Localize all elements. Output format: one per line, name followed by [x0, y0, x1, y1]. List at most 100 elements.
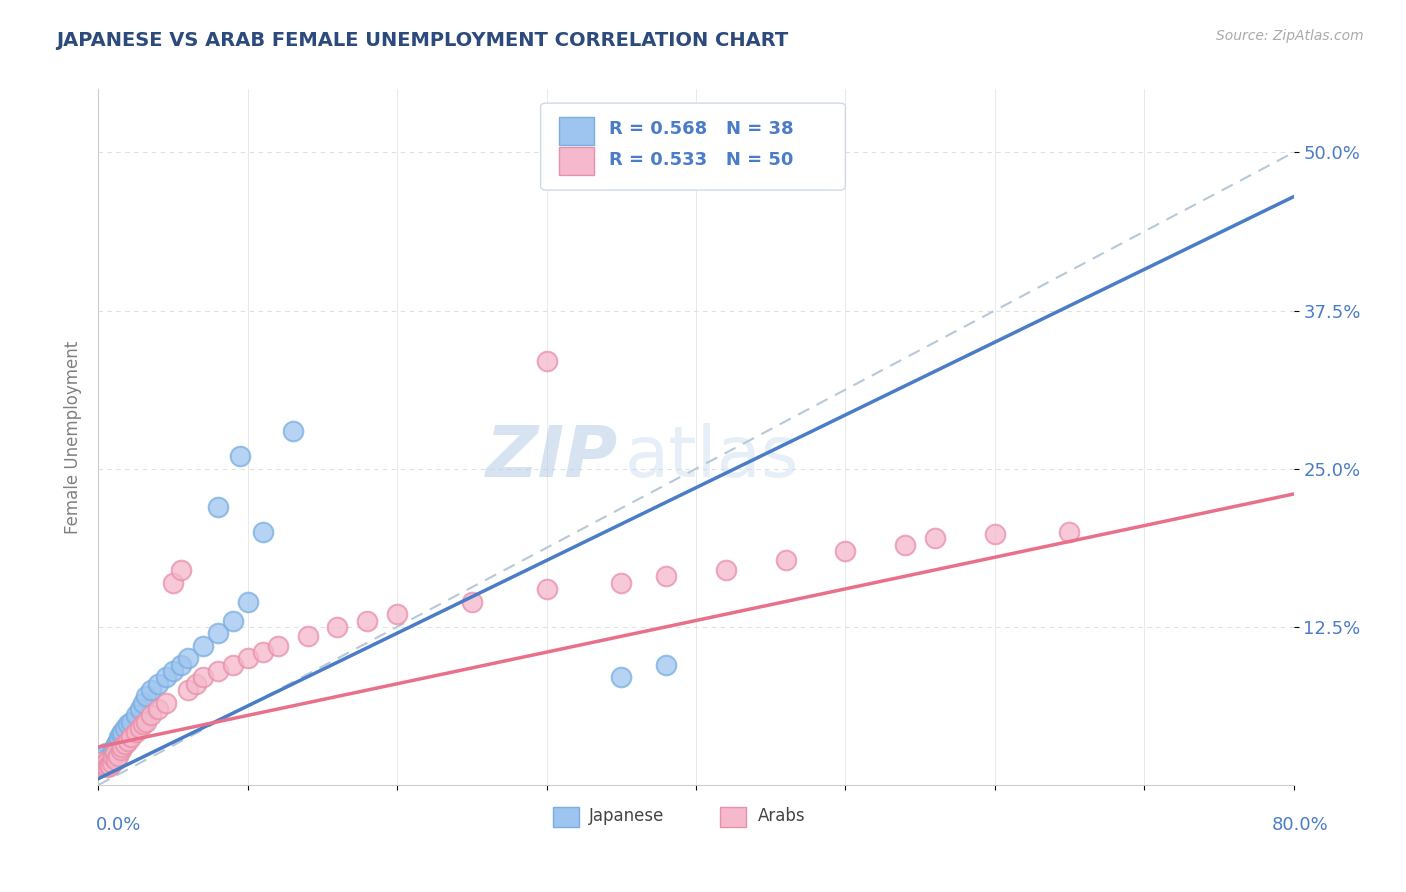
Y-axis label: Female Unemployment: Female Unemployment [63, 341, 82, 533]
Point [93, 757, 115, 772]
Point [93, 750, 115, 764]
Point [125, 724, 148, 739]
Point [110, 742, 132, 756]
Point [297, 629, 319, 643]
Point [103, 742, 125, 756]
Point [177, 651, 200, 665]
Point [96, 754, 118, 768]
Point [714, 563, 737, 577]
Point [191, 639, 214, 653]
Point [108, 730, 131, 744]
Bar [558, 147, 595, 175]
Point [775, 553, 797, 567]
Point [132, 717, 155, 731]
Point [834, 544, 856, 558]
Point [98, 759, 122, 773]
Point [107, 733, 129, 747]
Point [114, 721, 136, 735]
Point [97, 757, 120, 772]
Text: Arabs: Arabs [758, 807, 806, 825]
Point [229, 449, 252, 463]
Point [155, 696, 177, 710]
Text: 80.0%: 80.0% [1272, 816, 1329, 834]
Point [91, 759, 114, 773]
Text: 0.0%: 0.0% [96, 816, 141, 834]
Bar [553, 807, 579, 827]
Text: Japanese: Japanese [589, 807, 664, 825]
Point [177, 683, 200, 698]
Point [207, 500, 229, 514]
Point [207, 626, 229, 640]
Point [111, 739, 134, 754]
Point [610, 670, 633, 684]
Text: ZIP: ZIP [486, 424, 619, 492]
FancyBboxPatch shape [541, 103, 845, 190]
Point [162, 664, 184, 678]
Point [1059, 524, 1081, 539]
Point [191, 670, 214, 684]
Point [94, 756, 117, 771]
Point [132, 696, 155, 710]
Point [148, 677, 170, 691]
Point [94, 747, 117, 761]
Point [96, 760, 118, 774]
Point [90, 755, 112, 769]
Point [97, 751, 120, 765]
Point [655, 569, 678, 583]
Point [236, 651, 259, 665]
Point [252, 645, 274, 659]
Point [267, 639, 290, 653]
Point [103, 750, 125, 764]
Point [894, 538, 917, 552]
Point [125, 708, 148, 723]
Point [111, 724, 134, 739]
Point [461, 594, 484, 608]
Point [135, 714, 157, 729]
Point [104, 747, 127, 761]
Text: R = 0.533   N = 50: R = 0.533 N = 50 [609, 151, 793, 169]
Point [120, 730, 142, 744]
Point [326, 620, 349, 634]
Point [117, 733, 139, 747]
Point [385, 607, 409, 622]
Point [107, 748, 129, 763]
Point [536, 354, 558, 368]
Point [104, 739, 127, 754]
Point [91, 755, 114, 769]
Point [924, 531, 946, 545]
Point [105, 753, 128, 767]
Bar [558, 117, 595, 145]
Point [155, 670, 177, 684]
Point [101, 756, 124, 771]
Point [236, 594, 259, 608]
Point [356, 614, 378, 628]
Point [184, 677, 207, 691]
Point [148, 702, 170, 716]
Point [117, 717, 139, 731]
Point [139, 683, 162, 698]
Point [110, 727, 132, 741]
Bar [720, 807, 747, 827]
Point [169, 657, 191, 672]
Text: atlas: atlas [624, 424, 799, 492]
Point [281, 424, 304, 438]
Point [207, 664, 229, 678]
Point [90, 753, 112, 767]
Point [252, 524, 274, 539]
Text: JAPANESE VS ARAB FEMALE UNEMPLOYMENT CORRELATION CHART: JAPANESE VS ARAB FEMALE UNEMPLOYMENT COR… [56, 31, 789, 50]
Point [101, 753, 124, 767]
Point [610, 575, 633, 590]
Point [139, 708, 162, 723]
Point [222, 657, 245, 672]
Point [984, 527, 1007, 541]
Point [98, 748, 122, 763]
Point [129, 702, 152, 716]
Point [222, 614, 245, 628]
Point [120, 714, 142, 729]
Point [169, 563, 191, 577]
Text: Source: ZipAtlas.com: Source: ZipAtlas.com [1216, 29, 1364, 43]
Text: R = 0.568   N = 38: R = 0.568 N = 38 [609, 120, 793, 138]
Point [162, 575, 184, 590]
Point [655, 657, 678, 672]
Point [114, 738, 136, 752]
